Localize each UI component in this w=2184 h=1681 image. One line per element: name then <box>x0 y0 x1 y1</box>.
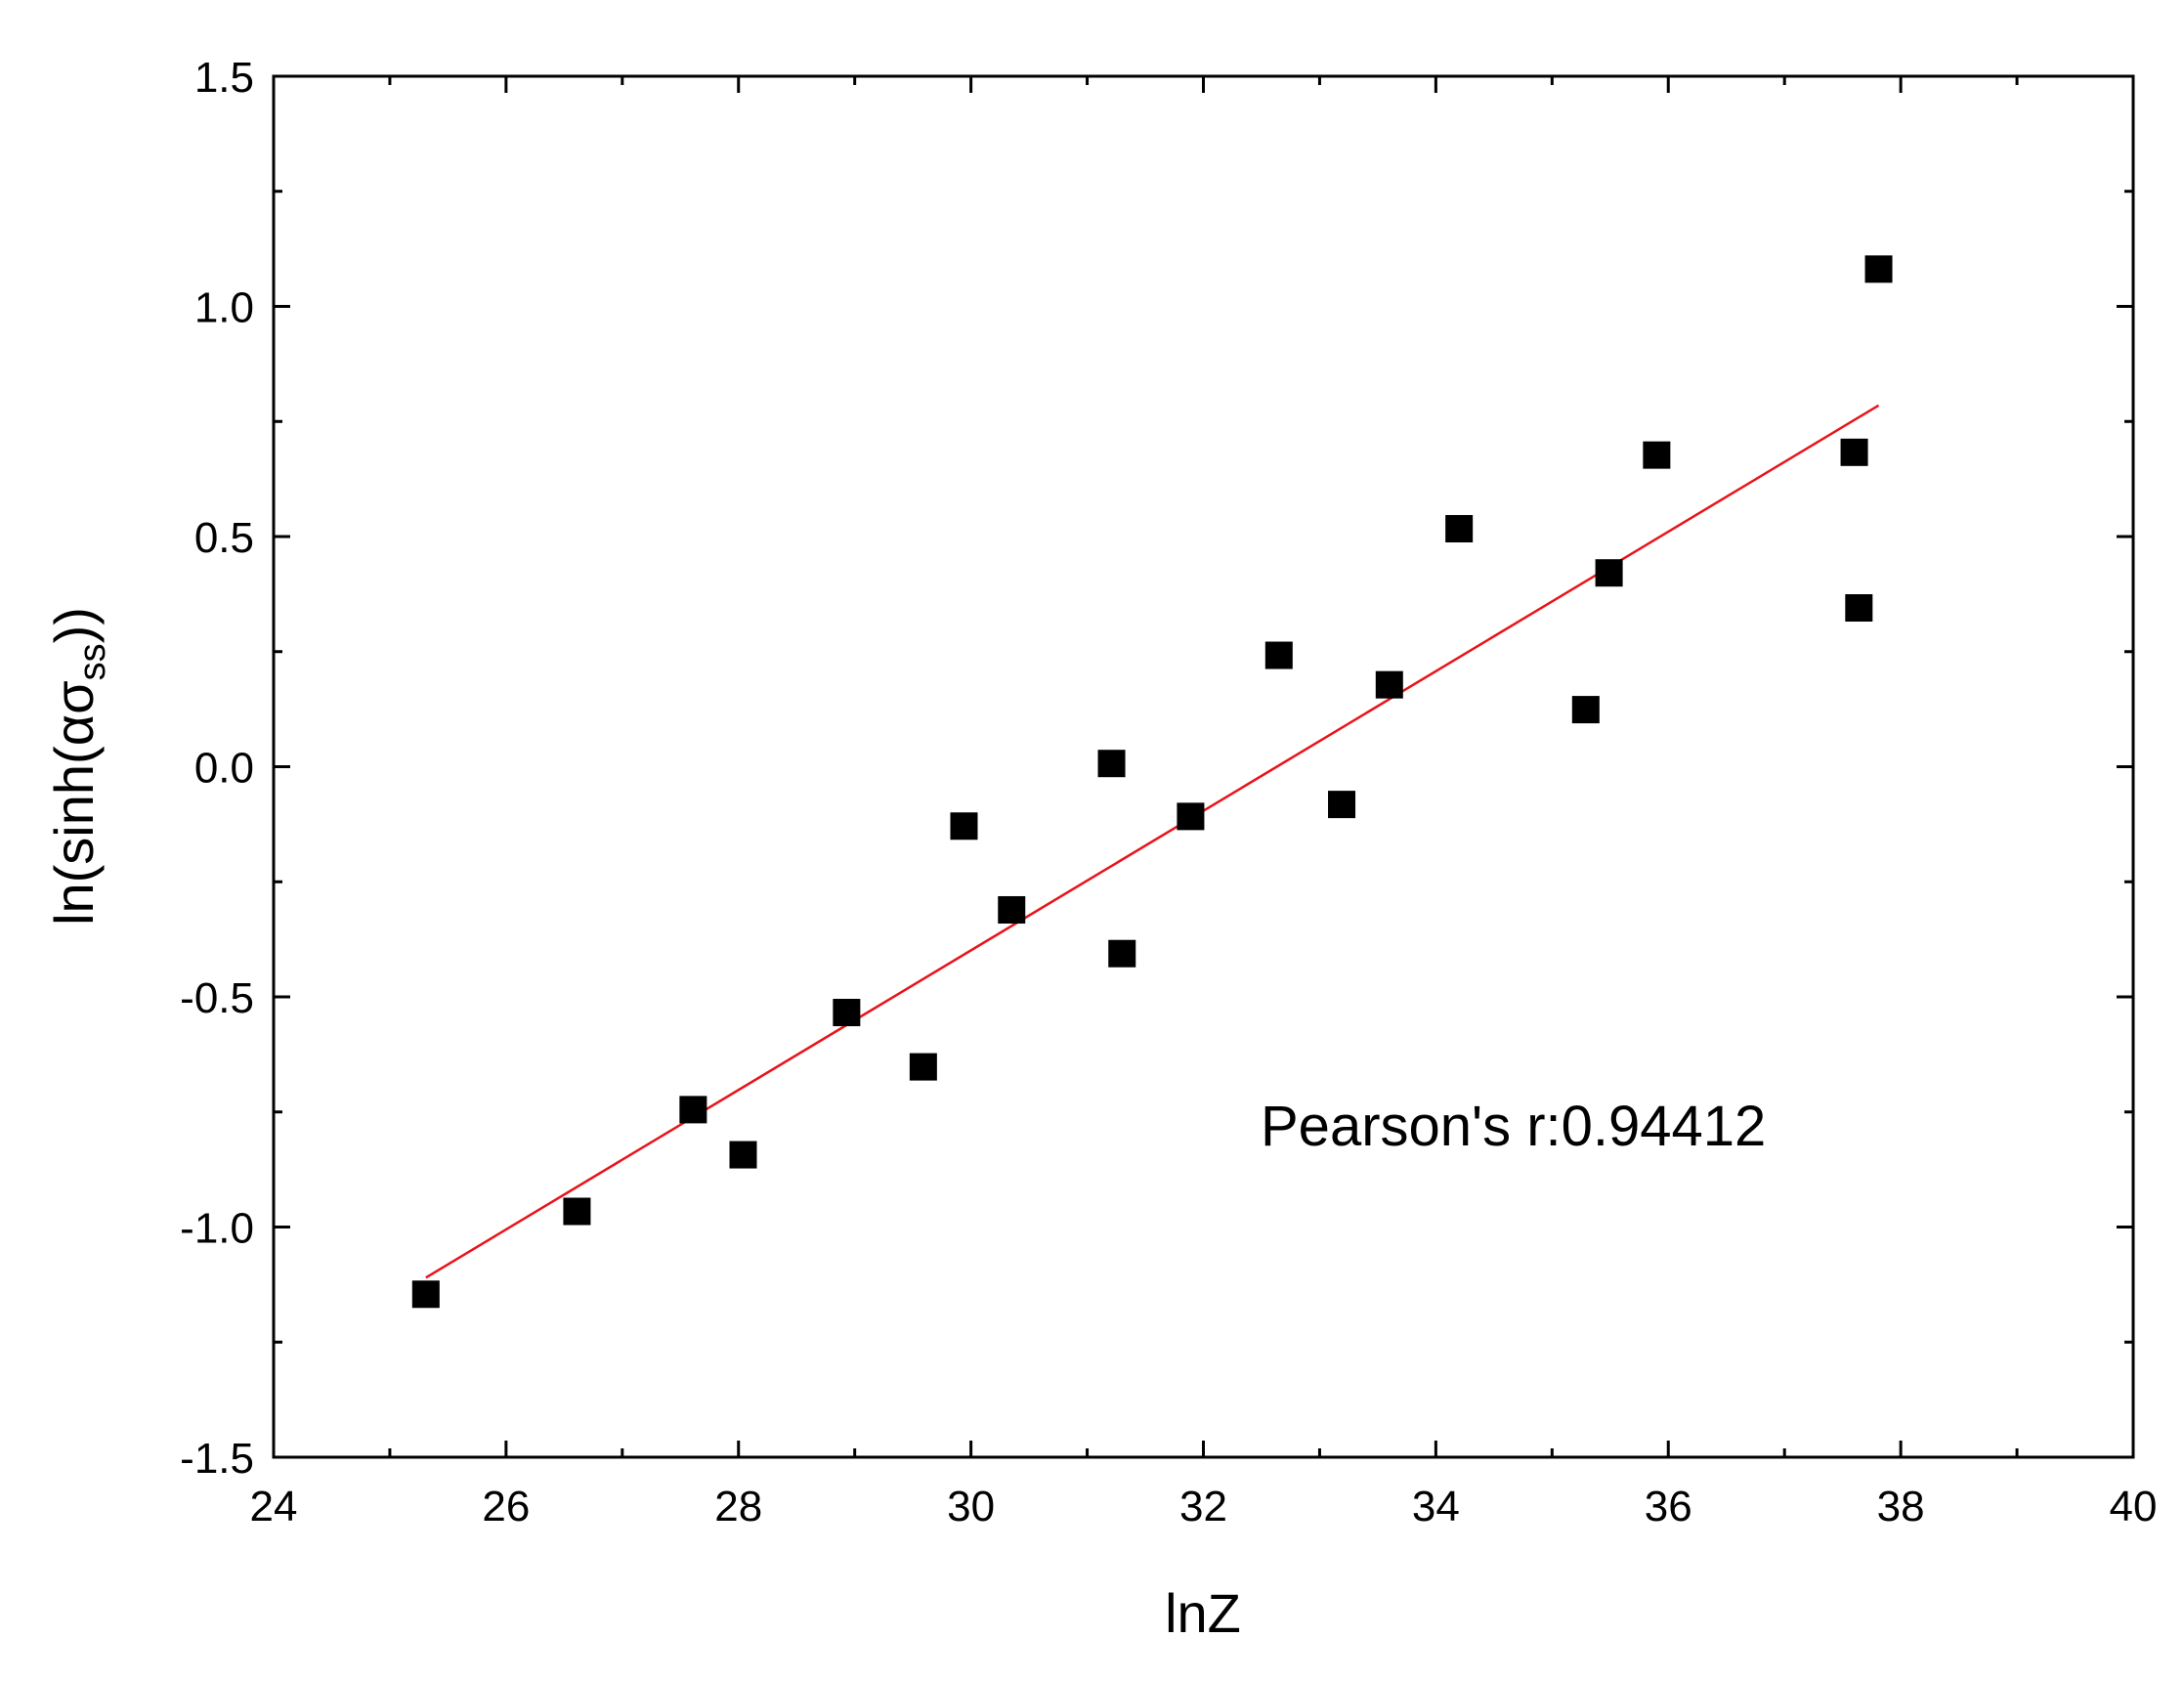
data-point <box>729 1141 757 1169</box>
data-point <box>1845 594 1873 623</box>
y-tick-label: 1.0 <box>194 284 254 332</box>
data-point <box>1595 559 1623 587</box>
x-tick-label: 32 <box>1179 1483 1227 1530</box>
y-tick-label: 0.5 <box>194 514 254 562</box>
data-point <box>1375 670 1403 699</box>
x-tick-label: 34 <box>1412 1483 1460 1530</box>
x-axis-title: lnZ <box>1165 1582 1241 1644</box>
x-tick-label: 30 <box>947 1483 995 1530</box>
pearson-annotation: Pearson's r:0.94412 <box>1261 1095 1766 1158</box>
x-tick-label: 24 <box>250 1483 298 1530</box>
data-point <box>1840 438 1868 466</box>
plot-frame <box>272 74 2135 1459</box>
data-point <box>1643 441 1671 469</box>
data-point <box>563 1197 591 1226</box>
data-point <box>1328 791 1356 819</box>
y-axis-title: ln(sinh(ασss)) <box>43 607 113 926</box>
data-point <box>679 1096 707 1124</box>
x-tick-label: 26 <box>482 1483 530 1530</box>
data-point <box>1571 696 1600 724</box>
data-point <box>909 1053 937 1081</box>
data-point <box>998 895 1026 924</box>
tick-labels: 24 26 28 30 32 34 36 38 40 -1.5 -1.0 -0.5 0.0 0.5 1.0 1… <box>180 54 2157 1530</box>
axis-ticks <box>272 74 2135 1459</box>
y-tick-label: -1.5 <box>180 1435 254 1483</box>
data-point <box>1864 255 1893 283</box>
data-points <box>411 255 1893 1309</box>
data-point <box>1445 514 1474 542</box>
data-point <box>1177 802 1205 831</box>
x-tick-label: 36 <box>1645 1483 1692 1530</box>
y-tick-label: 1.5 <box>194 54 254 102</box>
x-tick-label: 38 <box>1877 1483 1925 1530</box>
y-tick-label: 0.0 <box>194 745 254 793</box>
x-tick-label: 40 <box>2110 1483 2158 1530</box>
data-point <box>411 1280 440 1309</box>
y-axis-title-main: ln(sinh(ασ <box>43 680 105 926</box>
data-point <box>1264 641 1293 669</box>
y-tick-label: -1.0 <box>180 1205 254 1253</box>
data-point <box>950 812 978 840</box>
data-point <box>833 999 861 1027</box>
data-point <box>1097 750 1126 778</box>
x-tick-label: 28 <box>714 1483 762 1530</box>
y-axis-title-close: )) <box>43 607 105 643</box>
fit-line <box>425 404 1880 1279</box>
y-tick-label: -0.5 <box>180 974 254 1022</box>
y-axis-title-subscript: ss <box>72 643 113 680</box>
fit-line-group <box>425 404 1880 1279</box>
data-point <box>1108 939 1136 968</box>
